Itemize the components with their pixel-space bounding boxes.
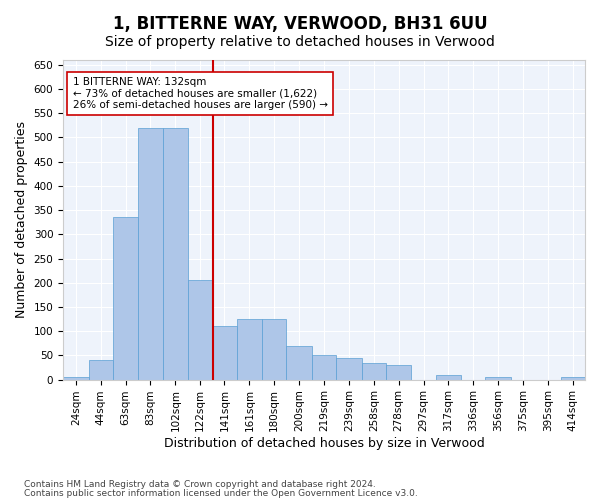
X-axis label: Distribution of detached houses by size in Verwood: Distribution of detached houses by size … bbox=[164, 437, 484, 450]
Bar bbox=[212, 326, 236, 380]
Bar bbox=[262, 319, 286, 380]
Bar bbox=[485, 377, 511, 380]
Bar bbox=[436, 375, 461, 380]
Y-axis label: Number of detached properties: Number of detached properties bbox=[15, 122, 28, 318]
Text: 1, BITTERNE WAY, VERWOOD, BH31 6UU: 1, BITTERNE WAY, VERWOOD, BH31 6UU bbox=[113, 15, 487, 33]
Bar bbox=[561, 377, 585, 380]
Bar bbox=[89, 360, 113, 380]
Bar bbox=[139, 128, 163, 380]
Bar bbox=[312, 356, 336, 380]
Bar bbox=[336, 358, 362, 380]
Bar bbox=[362, 362, 386, 380]
Bar bbox=[386, 365, 412, 380]
Text: Contains public sector information licensed under the Open Government Licence v3: Contains public sector information licen… bbox=[24, 488, 418, 498]
Bar bbox=[63, 377, 89, 380]
Bar bbox=[236, 319, 262, 380]
Bar bbox=[163, 128, 188, 380]
Text: 1 BITTERNE WAY: 132sqm
← 73% of detached houses are smaller (1,622)
26% of semi-: 1 BITTERNE WAY: 132sqm ← 73% of detached… bbox=[73, 77, 328, 110]
Bar bbox=[188, 280, 212, 380]
Text: Contains HM Land Registry data © Crown copyright and database right 2024.: Contains HM Land Registry data © Crown c… bbox=[24, 480, 376, 489]
Bar bbox=[286, 346, 312, 380]
Text: Size of property relative to detached houses in Verwood: Size of property relative to detached ho… bbox=[105, 35, 495, 49]
Bar bbox=[113, 218, 139, 380]
